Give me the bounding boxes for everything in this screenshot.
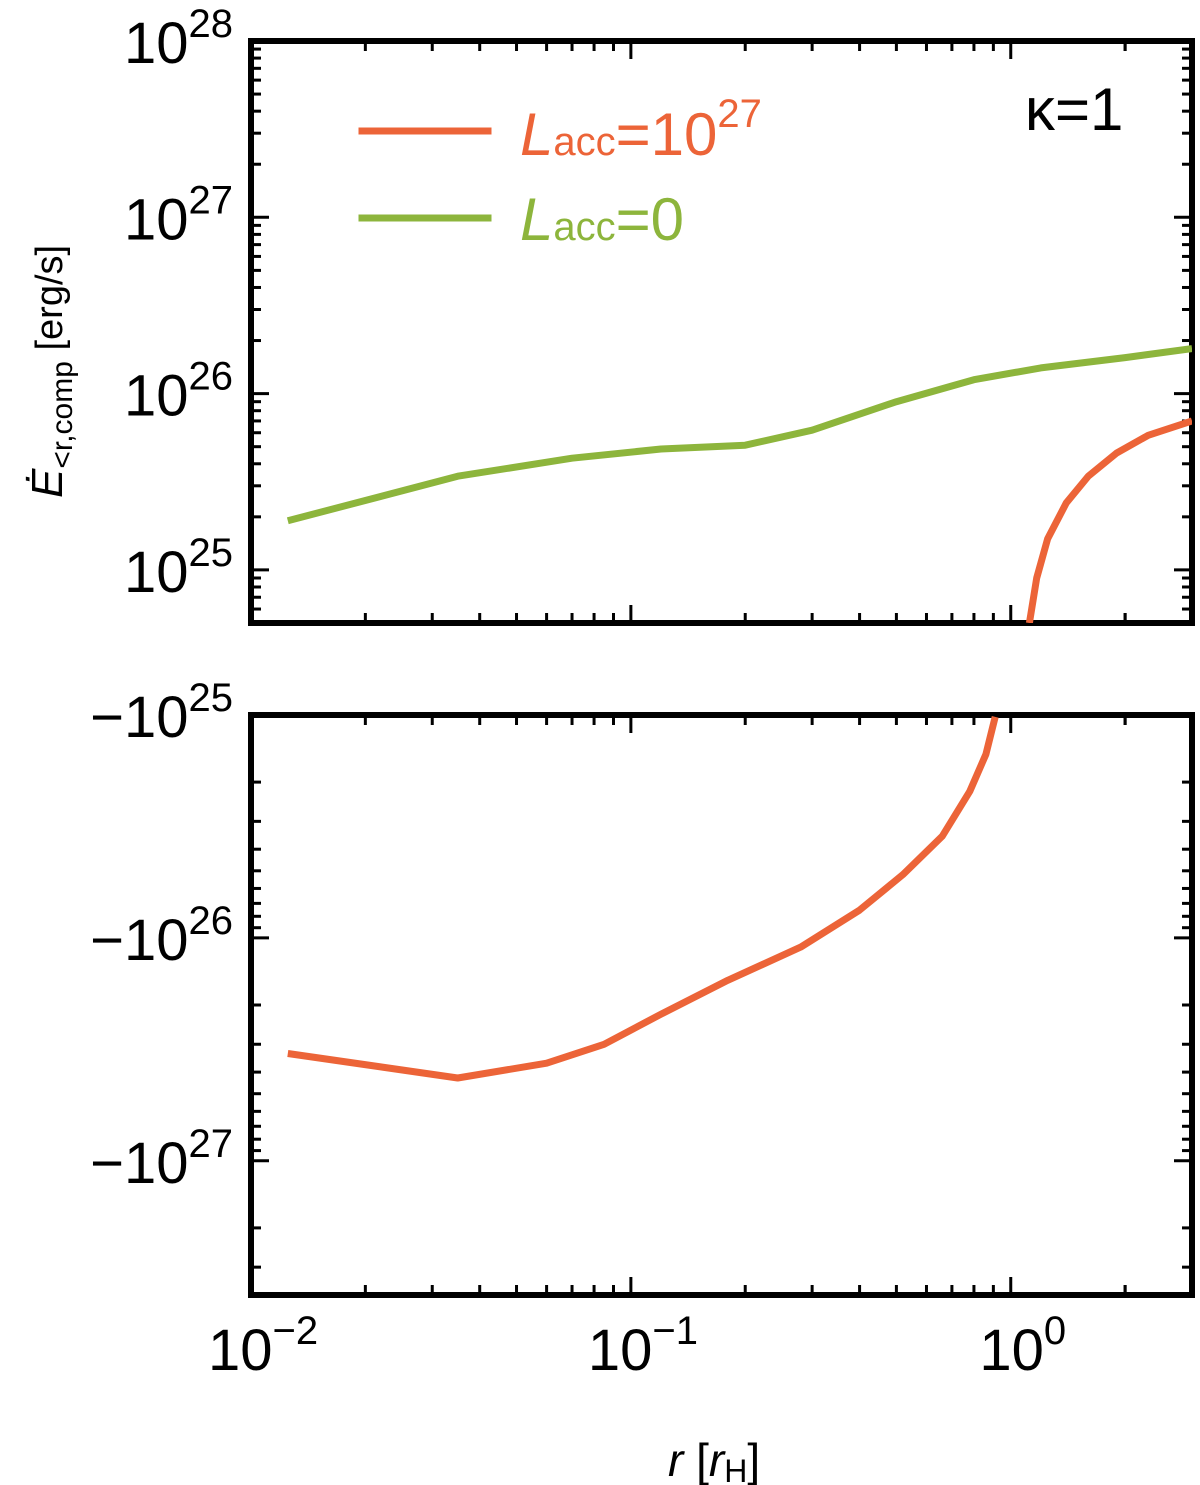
y-tick-label: 1028	[124, 2, 233, 76]
y-tick-label: 1025	[124, 531, 233, 605]
y-tick-label: 1026	[124, 355, 233, 429]
series-line-lacc-1e27	[1025, 417, 1192, 623]
legend: Lacc=1027 Lacc=0	[358, 92, 762, 253]
series-line-lacc-1e27	[287, 716, 999, 1082]
top-panel-frame	[248, 38, 1195, 626]
legend-label-lacc-0: Lacc=0	[520, 186, 684, 253]
kappa-annotation: κ=1	[1025, 76, 1123, 143]
legend-label-lacc-1e27: Lacc=1027	[520, 92, 762, 168]
x-tick-label: 10−2	[208, 1309, 318, 1383]
series-layer	[286, 345, 1192, 1082]
y-tick-label: −1025	[90, 676, 233, 750]
y-tick-label: 1027	[124, 178, 233, 252]
x-tick-labels: 10−2 10−1 100	[208, 1309, 1066, 1383]
series-line-lacc-0	[286, 345, 1192, 525]
x-tick-label: 100	[979, 1309, 1066, 1383]
ticks	[249, 39, 1194, 1297]
y-tick-label: −1027	[90, 1122, 233, 1196]
y-tick-labels: 1025 1026 1027 1028 −1025 −1026 −1027	[90, 2, 233, 1196]
x-tick-label: 10−1	[588, 1309, 698, 1383]
y-tick-label: −1026	[90, 899, 233, 973]
y-axis-label: Ė<r,comp [erg/s]	[23, 245, 79, 498]
x-axis-label: r [rH]	[668, 1434, 760, 1485]
